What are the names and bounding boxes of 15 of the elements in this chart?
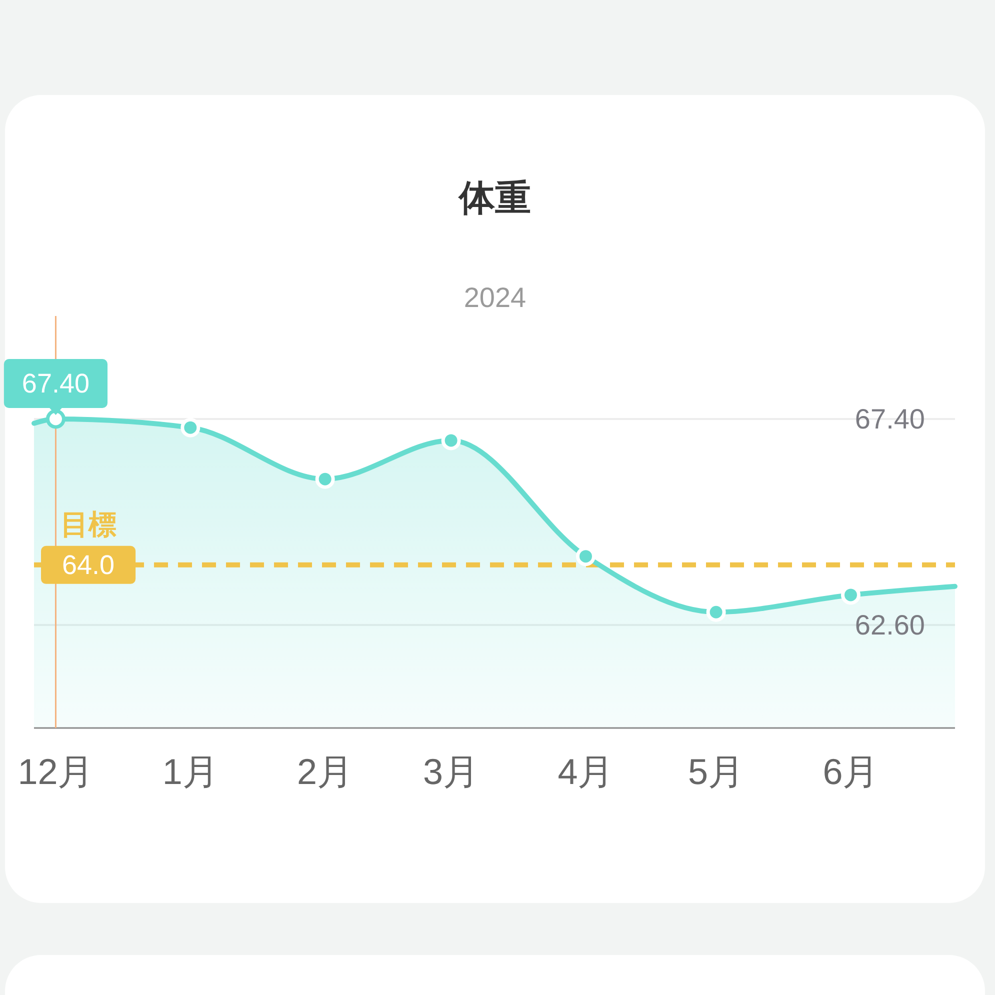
x-tick-label: 5月: [688, 751, 744, 792]
tooltip: 67.40: [4, 359, 108, 415]
y-tick-label: 67.40: [854, 404, 925, 434]
y-tick-label: 62.60: [854, 610, 925, 640]
title: 体重: [459, 177, 531, 218]
annotation: 目標: [60, 508, 117, 540]
x-tick-label: 2月: [297, 751, 354, 792]
subtitle: 2024: [464, 282, 526, 313]
x-tick-label: 1月: [162, 751, 218, 792]
x-tick-label: 12月: [18, 751, 94, 792]
ref-line-label: 64.0: [62, 550, 115, 580]
x-tick-label: 6月: [822, 751, 879, 792]
x-tick-label: 3月: [423, 751, 480, 792]
annotation: 67.40: [22, 368, 90, 398]
x-tick-label: 4月: [558, 751, 614, 792]
